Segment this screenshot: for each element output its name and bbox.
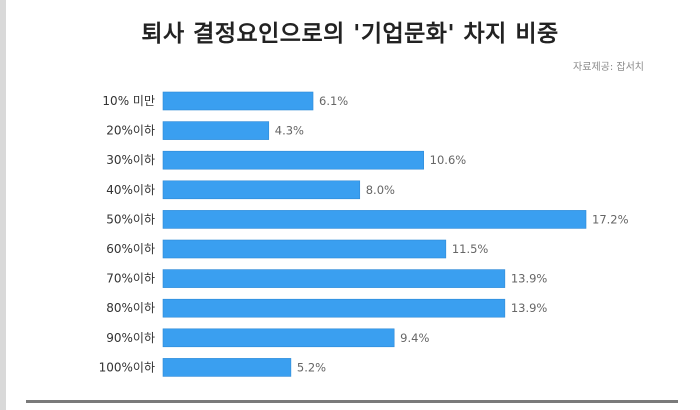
bar bbox=[162, 180, 361, 200]
category-label: 50%이하 bbox=[106, 212, 155, 226]
value-label: 4.3% bbox=[275, 124, 304, 138]
category-label: 90%이하 bbox=[106, 331, 155, 345]
bar bbox=[162, 269, 506, 288]
value-label: 13.9% bbox=[511, 272, 548, 286]
bar bbox=[162, 239, 447, 259]
bar bbox=[162, 150, 424, 170]
value-label: 11.5% bbox=[452, 242, 489, 256]
chart-title: 퇴사 결정요인으로의 '기업문화' 차지 비중 bbox=[141, 21, 559, 47]
value-label: 10.6% bbox=[430, 153, 467, 167]
category-label: 60%이하 bbox=[106, 242, 155, 256]
category-label: 10% 미만 bbox=[102, 94, 155, 108]
source-note: 자료제공: 잡서치 bbox=[573, 62, 644, 73]
bars-group: 10% 미만 6.1% 20%이하 4.3% 30%이하 10.6% 40%이하 8.0% 50… bbox=[99, 91, 629, 377]
bar bbox=[162, 358, 292, 377]
bar bbox=[162, 210, 587, 229]
category-label: 70%이하 bbox=[106, 272, 155, 286]
bar bbox=[162, 121, 270, 140]
category-label: 20%이하 bbox=[106, 124, 155, 138]
value-label: 5.2% bbox=[297, 360, 326, 374]
value-label: 6.1% bbox=[319, 94, 348, 108]
value-label: 8.0% bbox=[366, 183, 395, 197]
bar bbox=[162, 298, 506, 318]
left-edge-strip bbox=[0, 0, 6, 410]
bottom-rule bbox=[26, 400, 678, 403]
bar bbox=[162, 91, 314, 111]
category-label: 80%이하 bbox=[106, 301, 155, 315]
category-label: 40%이하 bbox=[106, 183, 155, 197]
value-label: 9.4% bbox=[400, 331, 429, 345]
bar bbox=[162, 328, 395, 348]
category-label: 30%이하 bbox=[106, 153, 155, 167]
category-label: 100%이하 bbox=[99, 360, 155, 374]
value-label: 17.2% bbox=[592, 212, 629, 226]
value-label: 13.9% bbox=[511, 301, 548, 315]
